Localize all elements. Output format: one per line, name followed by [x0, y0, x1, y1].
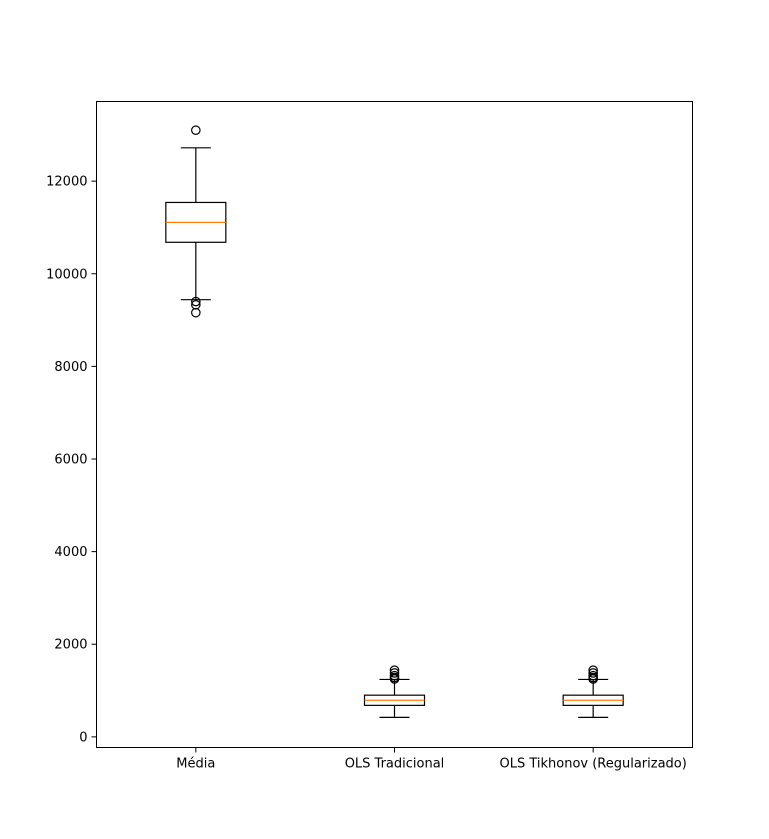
y-tick-label: 4000: [54, 545, 87, 560]
plot-area: [96, 101, 693, 748]
box-1: [363, 665, 426, 718]
x-tick-label: OLS Tradicional: [345, 757, 445, 772]
y-tick-label: 12000: [46, 175, 87, 190]
y-tick-label: 6000: [54, 452, 87, 467]
outlier-point: [389, 670, 400, 681]
outlier-point: [191, 307, 201, 318]
outlier-point: [588, 670, 598, 681]
outlier-point: [389, 668, 400, 678]
x-axis: Média OLS Tradicional OLS Tikhonov (Regula…: [176, 747, 687, 772]
box-0: [165, 125, 227, 318]
outlier-point: [588, 668, 598, 678]
y-tick-label: 0: [79, 730, 87, 745]
y-tick-label: 2000: [54, 638, 87, 653]
y-tick-label: 8000: [54, 360, 87, 375]
x-tick-label: Média: [176, 757, 215, 772]
outlier-point: [389, 665, 400, 675]
outlier-point: [588, 665, 598, 675]
y-tick-label: 10000: [46, 267, 87, 282]
y-axis: 0 2000 4000 6000 8000 10000 12000: [46, 175, 97, 745]
boxes-group: [165, 125, 624, 718]
x-tick-label: OLS Tikhonov (Regularizado): [499, 757, 686, 772]
box-2: [562, 665, 624, 718]
outlier-point: [191, 125, 201, 136]
outlier-point: [191, 296, 201, 307]
